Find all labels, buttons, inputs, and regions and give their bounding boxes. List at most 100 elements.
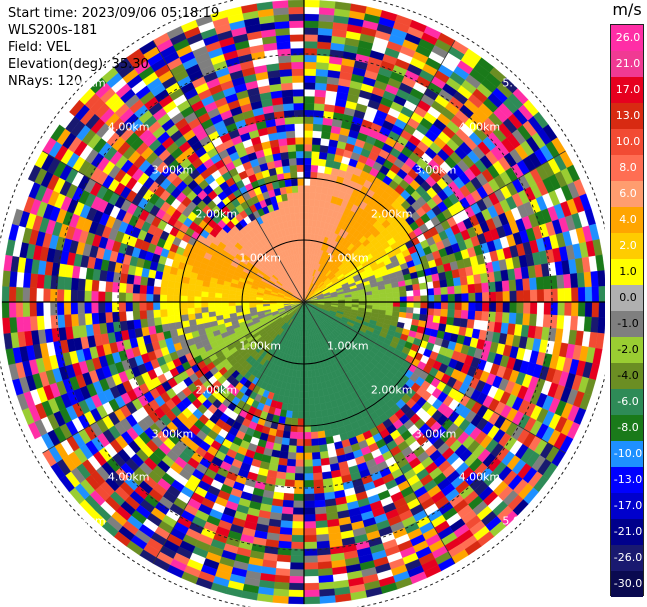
radar-gate (321, 464, 332, 473)
radar-gate (306, 356, 311, 364)
radar-gate (77, 301, 85, 315)
radar-gate (447, 286, 455, 295)
radar-gate (501, 280, 510, 292)
radar-gate (318, 574, 334, 584)
radar-gate (303, 89, 316, 97)
radar-gate (63, 289, 72, 303)
radar-gate (303, 212, 309, 220)
radar-gate (194, 290, 202, 297)
radar-gate (303, 192, 310, 200)
radar-gate (310, 164, 319, 173)
radar-gate (303, 61, 317, 70)
radar-gate (317, 568, 333, 577)
radar-gate (406, 296, 414, 303)
radar-gate (420, 295, 428, 303)
radar-gate (312, 383, 319, 391)
radar-gate (70, 313, 79, 327)
radar-gate (314, 82, 328, 91)
radar-gate (320, 457, 330, 466)
radar-gate (597, 270, 605, 287)
radar-gate (125, 310, 134, 321)
radar-gate (303, 466, 314, 474)
radar-gate (311, 144, 321, 152)
radar-gate (522, 278, 531, 291)
radar-gate (295, 445, 305, 454)
radar-gate (542, 314, 551, 328)
radar-gate (509, 290, 517, 303)
radar-gate (578, 287, 586, 303)
radar-gate (319, 144, 329, 154)
radar-gate (284, 417, 292, 426)
radar-gate (314, 506, 327, 515)
radar-gate (146, 309, 154, 319)
radar-gate (286, 458, 296, 467)
radar-gate (303, 445, 313, 454)
radar-gate (273, 581, 290, 591)
radar-gate (319, 450, 329, 460)
radar-gate (365, 294, 373, 299)
radar-gate (105, 281, 114, 293)
radar-gate (145, 301, 154, 311)
radar-gate (36, 301, 44, 317)
radar-gate (84, 312, 93, 326)
radar-gate (312, 458, 322, 467)
radar-gate (296, 432, 305, 440)
radar-gate (372, 293, 380, 299)
radar-gate (29, 301, 37, 317)
radar-gate (584, 286, 593, 303)
radar-gate (298, 397, 305, 406)
radar-gate (283, 492, 295, 501)
radar-gate (413, 295, 421, 303)
radar-gate (180, 314, 189, 322)
radar-gate (557, 301, 565, 316)
radar-gate (294, 480, 305, 488)
radar-gate (276, 464, 287, 473)
radar-gate (289, 576, 305, 584)
radar-gate (242, 304, 250, 309)
radar-gate (481, 311, 490, 322)
radar-gate (313, 492, 325, 501)
radar-gate (440, 294, 449, 303)
radar-gate (406, 301, 414, 308)
radar-gate (303, 390, 310, 399)
radar-gate (166, 287, 175, 296)
radar-gate (494, 311, 503, 323)
radar-gate (508, 312, 517, 325)
radar-gate (303, 27, 319, 35)
radar-gate (77, 278, 86, 291)
radar-gate (303, 178, 311, 186)
radar-gate (309, 192, 316, 200)
radar-gate (314, 513, 328, 522)
radar-gate (307, 370, 313, 378)
radar-gate (194, 301, 202, 308)
radar-gate (303, 480, 314, 488)
radar-gate (207, 301, 216, 308)
radar-gate (459, 318, 468, 328)
radar-gate (303, 41, 318, 49)
radar-gate (535, 276, 545, 290)
radar-gate (91, 312, 100, 325)
radar-gate (194, 296, 202, 303)
radar-gate (385, 287, 393, 294)
radar-gate (180, 295, 188, 303)
radar-gate (557, 288, 565, 303)
radar-gate (166, 308, 175, 317)
radar-gate (419, 314, 428, 322)
radar-gate (221, 297, 229, 303)
radar-gate (77, 289, 85, 303)
radar-gate (118, 292, 126, 303)
radar-gate (159, 309, 168, 318)
radar-gate (399, 296, 408, 303)
radar-gate (317, 165, 326, 174)
radar-gate (275, 561, 291, 570)
radar-gate (591, 301, 600, 318)
radar-gate (9, 270, 18, 288)
radar-gate (317, 430, 326, 439)
radar-gate (468, 292, 476, 303)
radar-gate (315, 68, 329, 77)
radar-gate (159, 294, 168, 303)
radar-gate (180, 307, 189, 316)
radar-gate (287, 452, 297, 460)
radar-gate (284, 479, 295, 488)
radar-gate (508, 279, 517, 292)
